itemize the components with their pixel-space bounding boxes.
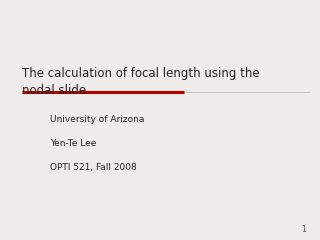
Text: 1: 1	[301, 225, 306, 234]
Text: University of Arizona: University of Arizona	[50, 115, 144, 124]
Text: The calculation of focal length using the
nodal slide: The calculation of focal length using th…	[22, 67, 260, 97]
Text: OPTI 521, Fall 2008: OPTI 521, Fall 2008	[50, 163, 136, 172]
Text: Yen-Te Lee: Yen-Te Lee	[50, 139, 96, 148]
